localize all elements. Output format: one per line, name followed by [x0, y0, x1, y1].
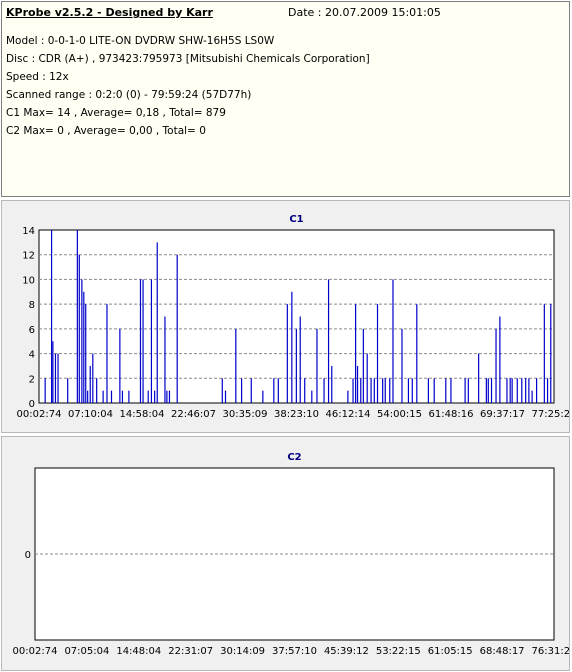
scan-date: Date : 20.07.2009 15:01:05	[288, 6, 441, 19]
x-tick-label: 76:31:20	[532, 646, 569, 657]
info-panel: KProbe v2.5.2 - Designed by Karr Date : …	[1, 1, 570, 197]
y-tick-label: 12	[22, 251, 35, 262]
y-tick-label: 14	[22, 226, 35, 237]
c1-chart-panel: C1 0 2 4 6 8 10 12 14 00:02:74 07:10:04 14:58:04 22:…	[1, 200, 570, 433]
disc-line: Disc : CDR (A+) , 973423:795973 [Mitsubi…	[6, 53, 370, 65]
x-tick-label: 46:12:14	[326, 409, 371, 420]
c2-summary-line: C2 Max= 0 , Average= 0,00 , Total= 0	[6, 125, 206, 137]
x-tick-label: 69:37:17	[480, 409, 525, 420]
chart-title: C1	[289, 214, 303, 225]
model-line: Model : 0-0-1-0 LITE-ON DVDRW SHW-16H5S …	[6, 35, 275, 47]
x-tick-label: 22:31:07	[168, 646, 213, 657]
x-tick-label: 07:05:04	[64, 646, 109, 657]
chart-title: C2	[287, 452, 301, 463]
speed-line: Speed : 12x	[6, 71, 69, 83]
x-tick-label: 61:48:16	[429, 409, 474, 420]
y-tick-label: 0	[29, 399, 35, 410]
c2-chart: C2 0 00:02:74 07:05:04 14:48:04 22:31:07 30:14…	[13, 452, 569, 657]
c1-summary-line: C1 Max= 14 , Average= 0,18 , Total= 879	[6, 107, 226, 119]
x-tick-label: 53:22:15	[376, 646, 421, 657]
title-row: KProbe v2.5.2 - Designed by Karr Date : …	[6, 6, 566, 24]
app-title: KProbe v2.5.2 - Designed by Karr	[6, 6, 213, 19]
x-tick-label: 68:48:17	[480, 646, 525, 657]
x-tick-label: 45:39:12	[324, 646, 369, 657]
x-tick-label: 00:02:74	[13, 646, 58, 657]
x-tick-label: 07:10:04	[68, 409, 113, 420]
x-tick-label: 30:14:09	[220, 646, 265, 657]
range-line: Scanned range : 0:2:0 (0) - 79:59:24 (57…	[6, 89, 252, 101]
x-tick-label: 14:48:04	[116, 646, 161, 657]
y-tick-label: 8	[29, 300, 35, 311]
x-tick-label: 54:00:15	[377, 409, 422, 420]
x-tick-label: 22:46:07	[171, 409, 216, 420]
y-tick-label: 10	[22, 275, 35, 286]
x-tick-label: 61:05:15	[428, 646, 473, 657]
y-tick-label: 4	[29, 350, 35, 361]
x-tick-label: 38:23:10	[274, 409, 319, 420]
info-lines: Model : 0-0-1-0 LITE-ON DVDRW SHW-16H5S …	[6, 32, 370, 140]
x-tick-label: 77:25:20	[532, 409, 569, 420]
x-tick-label: 14:58:04	[120, 409, 165, 420]
x-tick-label: 30:35:09	[223, 409, 268, 420]
y-tick-label: 2	[29, 374, 35, 385]
y-tick-label: 0	[25, 550, 31, 561]
c1-chart: C1 0 2 4 6 8 10 12 14 00:02:74 07:10:04 14:58:04 22:…	[17, 214, 569, 420]
x-tick-label: 00:02:74	[17, 409, 62, 420]
c2-chart-panel: C2 0 00:02:74 07:05:04 14:48:04 22:31:07 30:14…	[1, 436, 570, 671]
x-tick-label: 37:57:10	[272, 646, 317, 657]
y-tick-label: 6	[29, 325, 35, 336]
